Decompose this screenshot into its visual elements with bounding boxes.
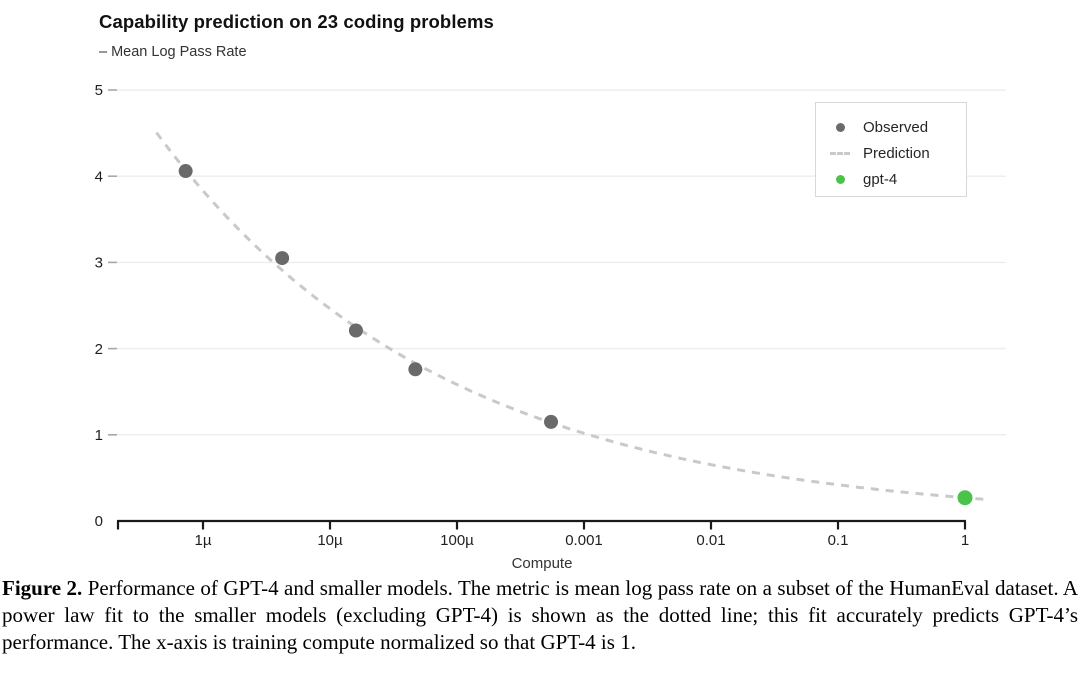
x-tick-label: 1µ [195, 532, 212, 549]
caption-text: Performance of GPT-4 and smaller models.… [2, 576, 1078, 654]
observed-point [348, 323, 363, 338]
x-tick-label: 0.001 [565, 532, 603, 549]
x-tick-label: 0.01 [696, 532, 725, 549]
observed-dot-icon [829, 123, 851, 132]
chart-title: Capability prediction on 23 coding probl… [99, 11, 494, 32]
legend-item-observed: Observed [829, 116, 966, 139]
legend-label-gpt4: gpt-4 [863, 171, 898, 188]
gpt4-dot-icon [829, 175, 851, 184]
legend: Observed Prediction gpt-4 [815, 102, 967, 197]
x-tick-label: 0.1 [828, 532, 849, 549]
y-tick-label: 1 [95, 427, 103, 444]
legend-item-prediction: Prediction [829, 142, 966, 165]
y-tick-label: 3 [95, 255, 103, 272]
legend-label-observed: Observed [863, 119, 929, 136]
x-tick-label: 1 [961, 532, 969, 549]
dashed-line-icon [829, 152, 851, 155]
observed-point [178, 164, 193, 179]
y-tick-label: 0 [95, 513, 103, 530]
plot-area: 0 1 2 3 4 5 1µ 10µ 100µ 0.001 0.01 0.1 1 [95, 82, 1006, 549]
legend-label-prediction: Prediction [863, 145, 930, 162]
gpt4-point [957, 490, 973, 506]
x-axis-label: Compute [511, 555, 573, 572]
y-tick-label: 4 [95, 168, 103, 185]
observed-point [544, 414, 559, 429]
observed-point [275, 251, 290, 266]
x-tick-label: 100µ [440, 532, 474, 549]
x-tick-label: 10µ [317, 532, 343, 549]
prediction-line [155, 131, 985, 501]
figure-caption: Figure 2. Performance of GPT-4 and small… [2, 575, 1078, 656]
caption-label: Figure 2. [2, 576, 83, 600]
y-tick-label: 5 [95, 82, 103, 99]
y-tick-label: 2 [95, 341, 103, 358]
observed-point [408, 362, 423, 377]
y-axis-title: – Mean Log Pass Rate [99, 44, 247, 60]
legend-item-gpt4: gpt-4 [829, 168, 966, 191]
